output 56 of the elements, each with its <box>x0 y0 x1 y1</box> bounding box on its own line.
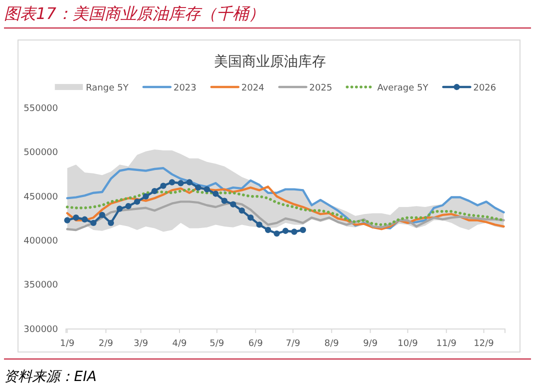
line-series <box>66 167 505 230</box>
x-tick-label: 7/9 <box>286 338 300 349</box>
point <box>230 201 236 208</box>
x-tick-label: 3/9 <box>134 338 148 349</box>
point <box>212 190 219 197</box>
point <box>72 214 80 221</box>
legend-label: 2025 <box>309 84 332 94</box>
x-tick-label: 10/9 <box>398 338 418 349</box>
point <box>160 182 166 189</box>
point <box>204 186 210 192</box>
x-tick-label: 5/9 <box>210 338 224 349</box>
x-tick-label: 12/9 <box>474 338 494 349</box>
point <box>64 217 70 224</box>
point <box>186 179 193 186</box>
y-tick-label: 450000 <box>24 192 58 202</box>
x-tick-label: 8/9 <box>324 338 340 349</box>
point <box>274 230 280 237</box>
point <box>125 203 132 210</box>
point <box>82 216 88 222</box>
legend-label: Average 5Y <box>377 84 429 94</box>
chart-title: 图表17：美国商业原油库存（千桶） <box>4 4 264 23</box>
x-tick-label: 9/9 <box>363 338 378 349</box>
x-tick-label: 11/9 <box>436 338 457 349</box>
y-tick-label: 550000 <box>24 104 58 114</box>
legend-label: 2023 <box>173 84 196 94</box>
point <box>247 214 254 221</box>
point <box>221 198 228 204</box>
point <box>282 228 289 234</box>
point <box>178 180 184 186</box>
point <box>291 228 298 235</box>
point <box>151 188 158 194</box>
point <box>142 193 149 200</box>
x-tick-label: 6/9 <box>248 338 264 349</box>
x-tick-label: 1/9 <box>60 338 75 349</box>
y-tick-label: 400000 <box>24 236 58 246</box>
point <box>256 222 262 228</box>
chart-subtitle: 美国商业原油库存 <box>214 54 326 70</box>
x-tick-label: 4/9 <box>172 338 188 349</box>
text: 资料来源：EIA <box>4 369 97 385</box>
point <box>90 220 97 226</box>
point <box>116 206 123 212</box>
point <box>134 198 140 205</box>
point <box>195 184 202 191</box>
x-tick-label: 2/9 <box>98 338 114 349</box>
point <box>108 220 114 226</box>
legend-label: 2026 <box>473 84 496 94</box>
point <box>238 207 245 214</box>
y-tick-label: 350000 <box>24 280 58 291</box>
y-tick-label: 500000 <box>24 148 58 158</box>
legend-label: Range 5Y <box>86 84 129 94</box>
point <box>168 179 176 186</box>
point <box>264 226 272 234</box>
y-tick-label: 300000 <box>24 324 58 335</box>
legend-label: 2024 <box>241 84 265 94</box>
point <box>99 212 106 218</box>
point <box>300 226 306 234</box>
